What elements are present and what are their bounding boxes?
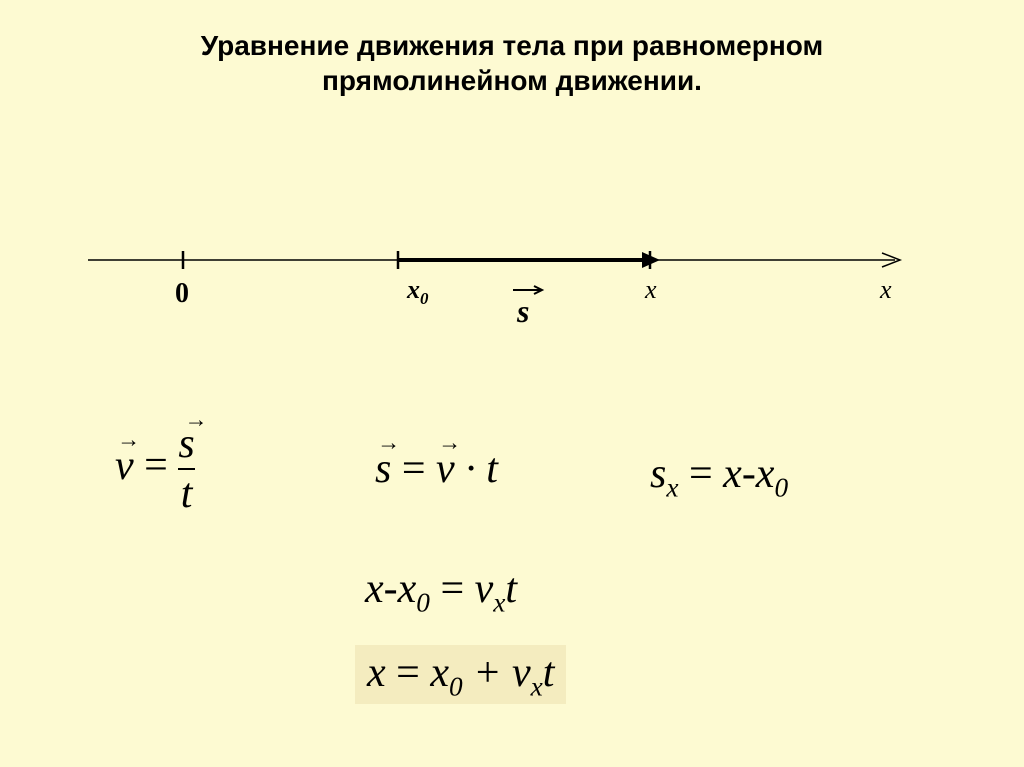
sym-sx: sx	[650, 451, 678, 497]
sym-x5: x	[367, 650, 386, 696]
sym-eq5: =	[396, 650, 430, 696]
frac-den: t	[178, 468, 194, 518]
sym-x-minus-x0: x-x0	[723, 451, 788, 497]
sym-x0-plus-vxt: x0 + vxt	[430, 650, 554, 696]
sym-lhs4: x-x0	[365, 566, 430, 612]
physics-slide: Уравнение движения тела при равномерном …	[0, 0, 1024, 767]
formula-sx: sx = x-x0	[650, 450, 788, 503]
sym-eq3: =	[689, 451, 723, 497]
sym-eq4: =	[440, 566, 474, 612]
vec-arrow-s-frac: →	[184, 406, 207, 433]
formula-displacement: → s = → v ∙ t	[375, 445, 498, 493]
fraction-st: → s t	[178, 420, 194, 518]
vec-arrow-v2: →	[438, 429, 461, 456]
sym-eq1: =	[144, 443, 178, 489]
formula-equation-of-motion: x = x0 + vxt	[355, 645, 566, 704]
sym-vxt: vxt	[475, 566, 517, 612]
vec-arrow-s2: →	[377, 429, 400, 456]
formula-velocity: → v = → s t	[115, 420, 195, 518]
formulas-block: → v = → s t → s = → v ∙ t	[0, 0, 1024, 767]
vec-arrow-v: →	[117, 426, 140, 453]
sym-eq2: =	[402, 446, 436, 492]
formula-xx0-vxt: x-x0 = vxt	[365, 565, 517, 618]
